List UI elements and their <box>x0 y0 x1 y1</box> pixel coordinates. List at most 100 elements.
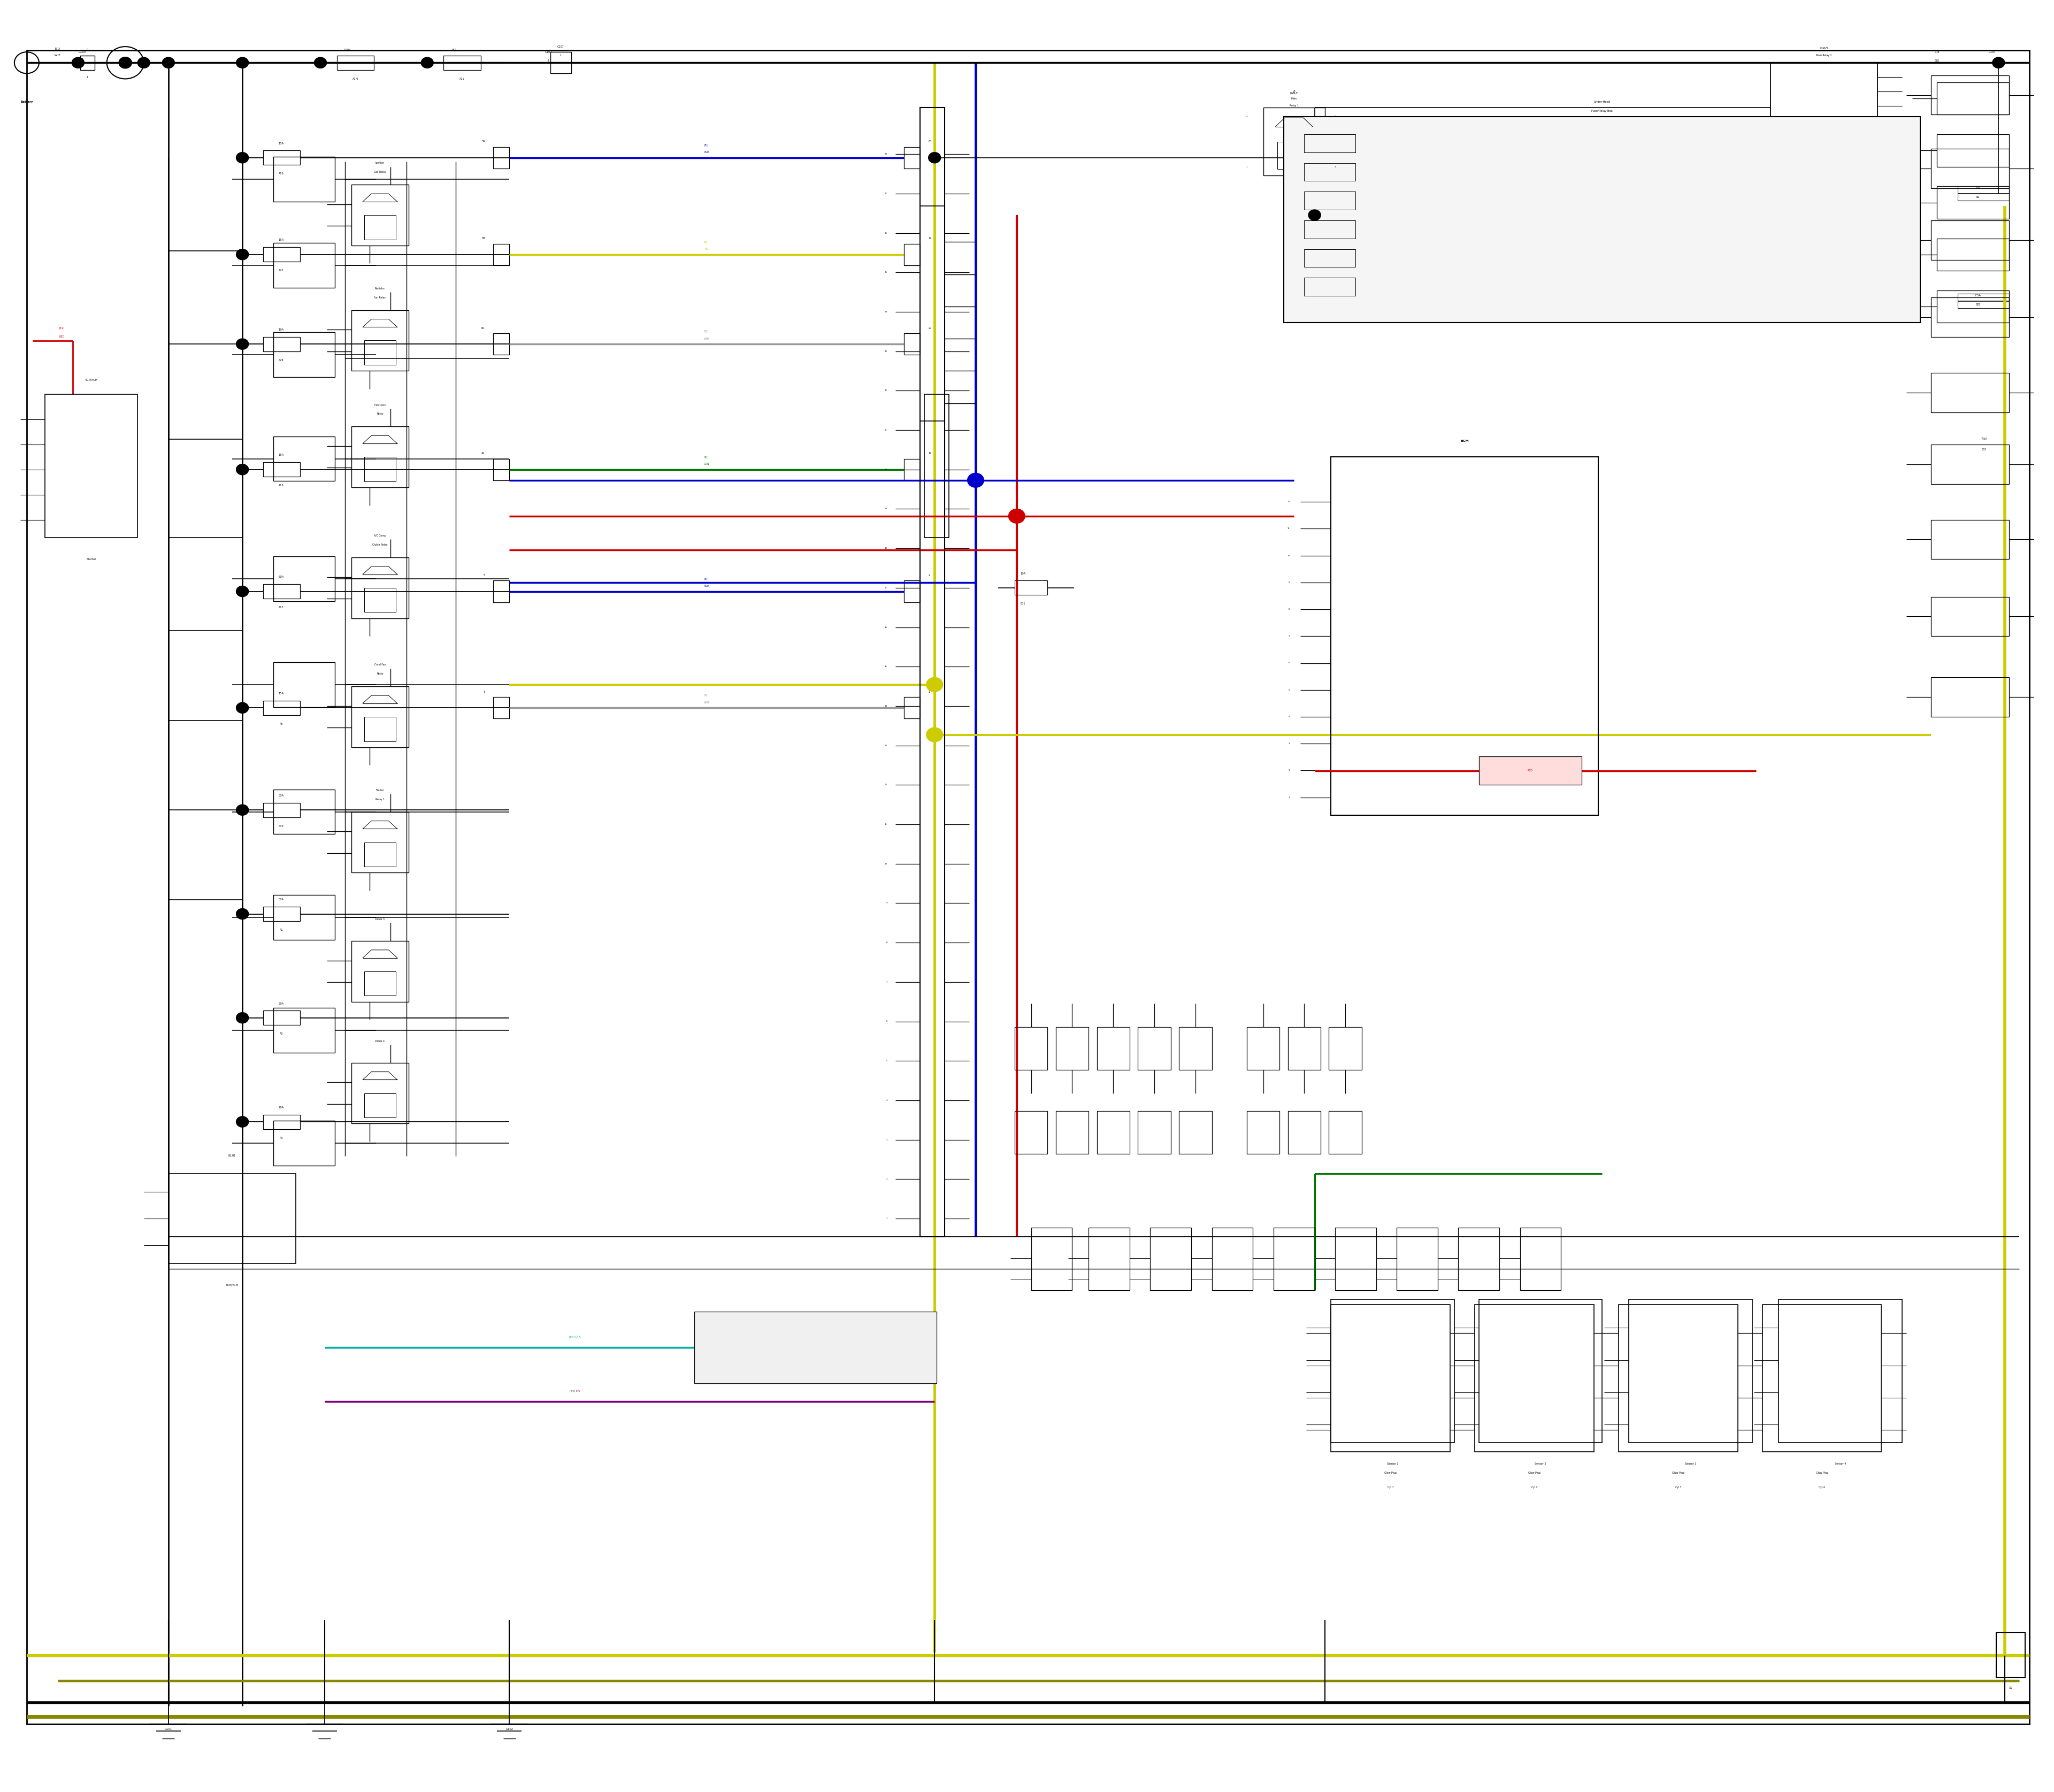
Bar <box>263 1115 300 1129</box>
Bar <box>904 147 920 168</box>
Text: A22: A22 <box>279 269 283 272</box>
Text: 20A: 20A <box>279 1002 283 1005</box>
Text: 80: 80 <box>928 140 933 143</box>
Text: Relay: Relay <box>376 672 384 676</box>
Circle shape <box>162 57 175 68</box>
Text: 26: 26 <box>885 231 887 235</box>
Bar <box>444 56 481 70</box>
Text: [E1]: [E1] <box>55 47 60 50</box>
Text: Glow Plug: Glow Plug <box>1672 1471 1684 1475</box>
Text: L5: L5 <box>1292 90 1296 93</box>
Bar <box>1762 1305 1881 1452</box>
Bar <box>904 459 920 480</box>
Text: 15A: 15A <box>279 142 283 145</box>
Bar <box>493 147 509 168</box>
Bar <box>351 426 409 487</box>
Bar <box>273 435 335 480</box>
Bar <box>1097 1027 1130 1070</box>
Bar <box>263 1011 300 1025</box>
Text: B31: B31 <box>1021 602 1025 606</box>
Bar <box>1304 134 1356 152</box>
Text: 11: 11 <box>885 823 887 826</box>
Bar <box>904 581 920 602</box>
Text: 100A: 100A <box>343 48 351 52</box>
Bar <box>1779 1299 1902 1443</box>
Text: PGM-FI: PGM-FI <box>1290 91 1298 95</box>
Text: C107: C107 <box>557 45 565 48</box>
Text: 17: 17 <box>885 586 887 590</box>
Bar <box>263 907 300 921</box>
Text: Cyl 4: Cyl 4 <box>1820 1486 1824 1489</box>
Text: 20A: 20A <box>279 1106 283 1109</box>
Text: 10: 10 <box>1288 554 1290 557</box>
Text: C107: C107 <box>544 50 553 54</box>
Bar <box>80 56 94 70</box>
Circle shape <box>236 805 249 815</box>
Bar <box>364 842 396 867</box>
Bar <box>1937 82 2009 115</box>
Text: G102: G102 <box>505 1727 514 1731</box>
Bar <box>1619 1305 1738 1452</box>
Text: 15A: 15A <box>279 453 283 457</box>
Text: Cond Fan: Cond Fan <box>374 663 386 667</box>
Text: Battery: Battery <box>21 100 33 104</box>
Bar <box>1273 1228 1315 1290</box>
Text: B22: B22 <box>1976 303 1980 306</box>
Text: 19: 19 <box>885 507 887 511</box>
Text: 10A: 10A <box>1021 572 1025 575</box>
Bar <box>1931 297 2009 337</box>
Text: 27: 27 <box>885 192 887 195</box>
Text: 42: 42 <box>481 452 485 455</box>
Bar <box>1097 1111 1130 1154</box>
Bar <box>1031 1228 1072 1290</box>
Bar <box>351 185 409 246</box>
Bar <box>1957 294 2009 308</box>
Text: 12: 12 <box>1288 500 1290 504</box>
Circle shape <box>138 57 150 68</box>
Bar <box>1288 1027 1321 1070</box>
Text: 10: 10 <box>885 862 887 866</box>
Bar <box>273 1122 335 1167</box>
Bar <box>904 697 920 719</box>
Text: 11: 11 <box>1288 527 1290 530</box>
Bar <box>1520 1228 1561 1290</box>
Text: YEL: YEL <box>705 247 709 251</box>
Text: A5: A5 <box>279 722 283 726</box>
Bar <box>1304 278 1356 296</box>
Bar <box>273 556 335 600</box>
Circle shape <box>236 1116 249 1127</box>
Bar <box>273 896 335 939</box>
Bar <box>1015 1027 1048 1070</box>
Bar <box>263 247 300 262</box>
Text: Fuse/Relay Box: Fuse/Relay Box <box>1592 109 1612 113</box>
Bar <box>273 158 335 202</box>
Bar <box>920 108 945 1236</box>
Text: Main Relay 1: Main Relay 1 <box>1816 54 1832 57</box>
Circle shape <box>1009 509 1025 523</box>
Text: 23: 23 <box>885 349 887 353</box>
Bar <box>1015 581 1048 595</box>
Text: A21: A21 <box>460 77 464 81</box>
Text: 18: 18 <box>885 547 887 550</box>
Text: A16: A16 <box>279 172 283 176</box>
Bar <box>904 244 920 265</box>
Bar <box>1304 220 1356 238</box>
Bar <box>1263 108 1325 176</box>
Bar <box>1304 249 1356 267</box>
Text: I1,8: I1,8 <box>1935 50 1939 54</box>
Text: 25: 25 <box>885 271 887 274</box>
Bar <box>1458 1228 1499 1290</box>
Text: [EJ]: [EJ] <box>705 694 709 697</box>
Text: Sensor 3: Sensor 3 <box>1684 1462 1697 1466</box>
Text: 30A: 30A <box>279 794 283 797</box>
Text: Radiator: Radiator <box>374 287 386 290</box>
Text: A1: A1 <box>279 928 283 932</box>
Text: Main: Main <box>1292 97 1296 100</box>
Bar <box>1937 290 2009 323</box>
Text: WHT: WHT <box>705 701 709 704</box>
Bar <box>364 1093 396 1118</box>
Text: +: + <box>25 61 29 65</box>
Text: ECM/PCM: ECM/PCM <box>86 378 97 382</box>
Text: A30: A30 <box>279 824 283 828</box>
Bar <box>493 459 509 480</box>
